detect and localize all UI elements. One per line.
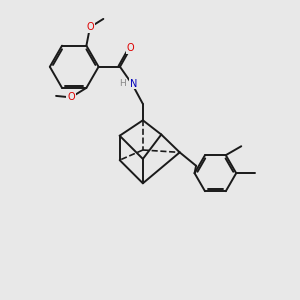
Text: H: H	[120, 79, 126, 88]
Text: O: O	[86, 22, 94, 32]
Text: N: N	[130, 79, 137, 89]
Text: O: O	[67, 92, 75, 102]
Text: O: O	[127, 44, 134, 53]
